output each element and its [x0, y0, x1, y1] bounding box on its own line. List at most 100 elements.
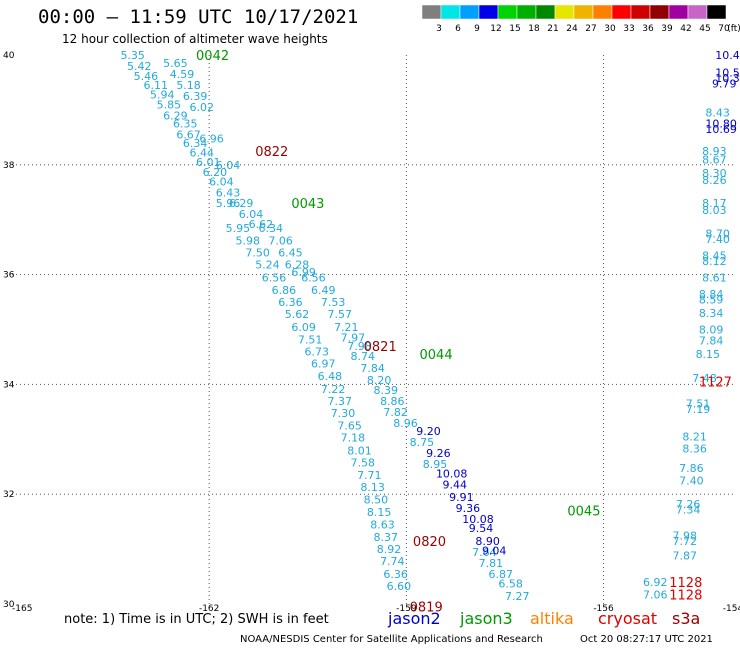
- swh-value-jason3: 8.95: [423, 458, 448, 471]
- swh-value-jason3: 6.04: [216, 159, 241, 172]
- swh-value-jason3: 6.29: [163, 109, 188, 122]
- legend-swatch: [668, 4, 689, 20]
- swh-value-jason3: 8.13: [360, 481, 385, 494]
- swh-value-jason3: 7.84: [360, 362, 385, 375]
- swh-value-jason3: 7.34: [676, 504, 701, 517]
- satellite-s3a: s3a: [672, 609, 700, 628]
- swh-value-jason3: 6.58: [498, 578, 523, 591]
- swh-value-jason3: 6.28: [285, 259, 310, 272]
- swh-value-jason3: 8.84: [699, 288, 724, 301]
- swh-value-jason3: 6.36: [278, 296, 303, 309]
- swh-value-jason3: 7.51: [298, 333, 323, 346]
- swh-value-jason3: 5.98: [235, 235, 259, 248]
- swh-value-jason3: 8.67: [702, 153, 727, 166]
- x-tick-label: -162: [199, 604, 219, 614]
- legend-swatch: [535, 4, 556, 20]
- y-tick-label: 36: [3, 271, 15, 281]
- swh-value-jason3: 6.99: [291, 266, 316, 279]
- swh-value-jason2: 10.37: [715, 72, 740, 85]
- track-labels: 0042 0822 0043 0821 0044 0045 0820 0819 1127 1128…: [196, 49, 732, 616]
- swh-value-jason3: 8.75: [410, 436, 435, 449]
- legend-label: 6: [455, 24, 461, 34]
- legend-label: 21: [547, 24, 558, 34]
- swh-value-jason3: 7.53: [321, 296, 346, 309]
- swh-value-jason3: 6.67: [176, 129, 201, 142]
- swh-value-jason3: 8.30: [702, 167, 727, 180]
- satellite-altika: altika: [530, 609, 574, 628]
- swh-value-jason3: 7.57: [327, 308, 352, 321]
- swh-value-jason3: 6.20: [203, 166, 228, 179]
- swh-value-jason3: 6.44: [189, 147, 214, 160]
- legend-swatch: [421, 4, 442, 20]
- track-label: 0044: [420, 348, 453, 363]
- legend-label: 9: [474, 24, 480, 34]
- swh-value-jason3: 6.01: [196, 156, 221, 169]
- swh-value-jason3: 5.94: [150, 89, 175, 102]
- track-label: 1128: [669, 589, 702, 604]
- swh-value-jason3: 7.64: [472, 546, 497, 559]
- y-tick-label: 34: [3, 380, 15, 390]
- swh-value-jason3: 5.46: [134, 70, 159, 83]
- y-tick-label: 30: [3, 600, 15, 610]
- swh-value-jason3: 8.21: [682, 431, 707, 444]
- track-label: 0819: [410, 601, 443, 616]
- satellite-jason3: jason3: [459, 609, 513, 628]
- legend-swatch: [573, 4, 594, 20]
- swh-value-jason2: 10.08: [462, 513, 494, 526]
- swh-value-jason3: 7.72: [673, 535, 698, 548]
- swh-value-jason3: 5.95: [226, 222, 251, 235]
- swh-value-jason3: 5.96: [216, 197, 241, 210]
- swh-value-jason3: 8.15: [367, 506, 392, 519]
- swh-value-jason3: 7.98: [673, 529, 698, 542]
- swh-value-jason3: 7.97: [341, 332, 366, 345]
- track-label: 1127: [699, 376, 732, 391]
- swh-value-jason3: 8.50: [364, 494, 389, 507]
- swh-value-jason2: 10.42: [715, 49, 740, 62]
- swh-value-jason3: 8.63: [370, 518, 395, 531]
- chart-title: 00:00 – 11:59 UTC 10/17/2021: [38, 6, 359, 28]
- swh-value-jason3: 6.43: [216, 186, 241, 199]
- legend-label: 18: [528, 24, 540, 34]
- swh-value-jason3: 6.45: [278, 247, 303, 260]
- swh-value-jason3: 5.18: [176, 79, 201, 92]
- swh-value-jason3: 5.65: [163, 57, 188, 70]
- swh-value-jason3: 7.26: [676, 498, 701, 511]
- swh-value-jason3: 8.12: [702, 255, 727, 268]
- swh-value-jason3: 6.09: [291, 321, 316, 334]
- swh-value-jason3: 6.34: [258, 222, 283, 235]
- y-tick-label: 32: [3, 490, 14, 500]
- swh-value-jason3: 6.96: [199, 132, 224, 145]
- track-label: 1128: [669, 576, 702, 591]
- swh-value-jason3: 6.02: [189, 101, 214, 114]
- swh-value-jason2: 10.80: [705, 118, 737, 131]
- legend-label: 30: [604, 24, 616, 34]
- swh-value-jason3: 8.70: [705, 227, 730, 240]
- y-tick-label: 40: [3, 51, 15, 61]
- legend-swatch: [497, 4, 518, 20]
- swh-value-jason3: 6.56: [301, 271, 326, 284]
- swh-value-jason3: 8.09: [699, 324, 724, 337]
- footer-note: note: 1) Time is in UTC; 2) SWH is in fe…: [64, 612, 329, 627]
- swh-value-jason3: 8.39: [374, 384, 399, 397]
- swh-value-jason3: 8.26: [702, 174, 727, 187]
- legend-label: 12: [490, 24, 501, 34]
- swh-value-jason3: 7.27: [505, 590, 530, 603]
- legend-label: 45: [699, 24, 710, 34]
- swh-value-jason3: 8.86: [380, 395, 405, 408]
- legend-swatch: [687, 4, 708, 20]
- legend-label: 33: [623, 24, 634, 34]
- legend-label: 39: [661, 24, 673, 34]
- swh-value-jason3: 6.97: [311, 358, 336, 371]
- swh-value-jason3: 6.87: [489, 568, 513, 581]
- legend-swatch: [459, 4, 480, 20]
- swh-value-jason3: 8.36: [682, 443, 707, 456]
- x-tick-label: -154: [723, 604, 740, 614]
- swh-value-jason3: 7.06: [268, 235, 293, 248]
- legend-swatch: [630, 4, 651, 20]
- legend-swatch: [554, 4, 575, 20]
- swh-value-jason3: 6.04: [239, 208, 264, 221]
- swh-value-jason3: 7.81: [479, 557, 504, 570]
- swh-value-jason2: 9.44: [443, 478, 468, 491]
- legend-label: 3: [436, 24, 442, 34]
- swh-value-jason3: 5.24: [255, 259, 280, 272]
